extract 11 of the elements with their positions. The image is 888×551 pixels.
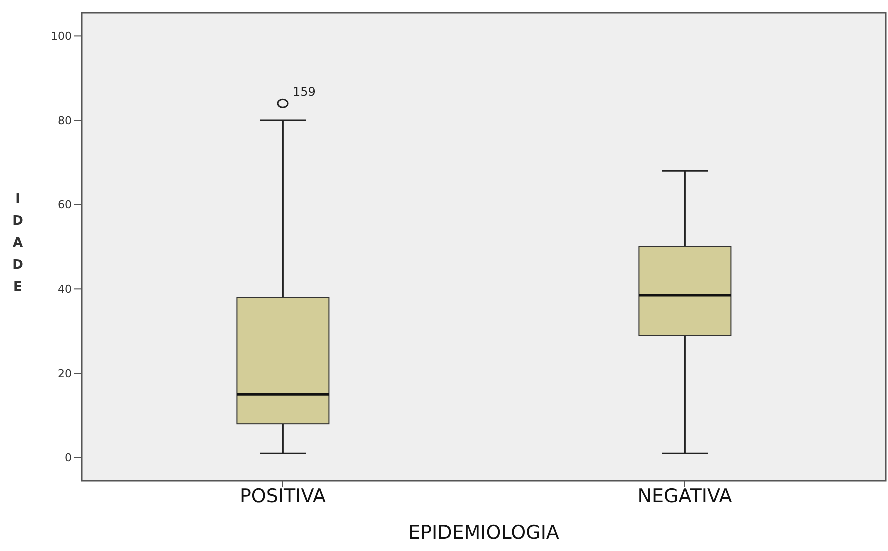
annotation: 159	[293, 84, 316, 99]
x-tick-label: NEGATIVA	[638, 485, 732, 508]
y-tick-label: 20	[58, 367, 72, 380]
y-tick-label: 60	[58, 198, 72, 212]
y-tick-label: 0	[65, 452, 72, 465]
y-tick-label: 80	[58, 114, 72, 128]
x-tick-label: POSITIVA	[240, 485, 326, 508]
x-axis-title: EPIDEMIOLOGIA	[408, 522, 560, 544]
y-tick-label: 40	[58, 283, 72, 296]
y-axis-title: IDADE	[12, 192, 24, 295]
y-tick-label: 100	[51, 30, 72, 44]
